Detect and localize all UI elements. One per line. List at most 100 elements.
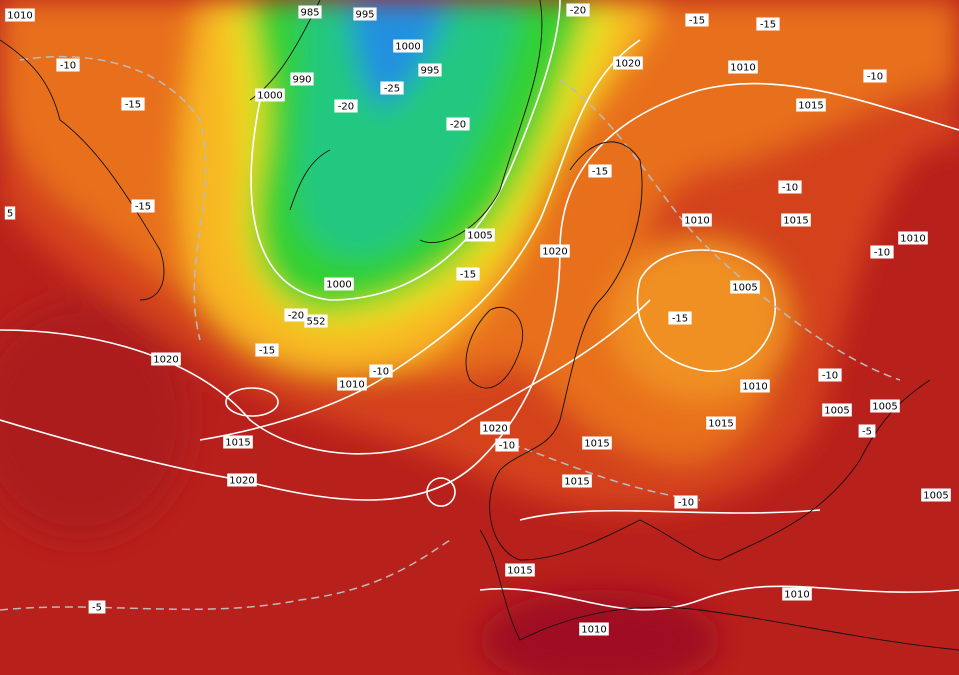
label-box bbox=[562, 474, 592, 488]
contour-label: -10 bbox=[867, 72, 883, 83]
label-box bbox=[685, 13, 709, 27]
isotherm bbox=[499, 439, 701, 501]
coastline bbox=[0, 39, 165, 301]
label-box bbox=[290, 72, 314, 86]
label-box bbox=[380, 81, 404, 95]
contour-label: -15 bbox=[135, 202, 151, 213]
isobar bbox=[479, 585, 959, 611]
contour-label: 1020 bbox=[229, 476, 254, 487]
isobar bbox=[199, 39, 641, 441]
label-box bbox=[369, 364, 393, 378]
contour-label: -15 bbox=[689, 16, 705, 27]
label-box bbox=[227, 473, 257, 487]
label-box bbox=[782, 587, 812, 601]
contour-label: -25 bbox=[384, 84, 400, 95]
label-box bbox=[870, 399, 900, 413]
contour-label: 1020 bbox=[615, 59, 640, 70]
contour-label: 1010 bbox=[784, 590, 809, 601]
contour-label: -20 bbox=[570, 6, 586, 17]
label-box bbox=[728, 60, 758, 74]
contour-label: 1000 bbox=[257, 91, 282, 102]
isobar bbox=[519, 509, 821, 521]
contour-label: -10 bbox=[678, 498, 694, 509]
label-box bbox=[579, 622, 609, 636]
contour-labels: 1010 985 995 -20 -15 -15 1000 990 995 1020 1010 -10… bbox=[4, 3, 951, 636]
contour-label: 1015 bbox=[584, 439, 609, 450]
label-box bbox=[223, 435, 253, 449]
contour-label: 1015 bbox=[798, 101, 823, 112]
contour-label: -10 bbox=[499, 441, 515, 452]
label-box bbox=[5, 8, 35, 22]
contour-label: -15 bbox=[125, 100, 141, 111]
contour-label: -15 bbox=[672, 314, 688, 325]
label-box bbox=[334, 99, 358, 113]
contour-label: 1020 bbox=[482, 424, 507, 435]
isotherm bbox=[0, 539, 451, 611]
label-box bbox=[756, 17, 780, 31]
contour-label: 985 bbox=[300, 8, 319, 19]
label-box bbox=[255, 88, 285, 102]
contour-label: 1000 bbox=[326, 280, 351, 291]
label-box bbox=[778, 180, 802, 194]
contour-label: -15 bbox=[460, 270, 476, 281]
contour-label: 995 bbox=[420, 66, 439, 77]
contour-label: -15 bbox=[259, 346, 275, 357]
contour-label: 1010 bbox=[581, 625, 606, 636]
zone-teal bbox=[297, 0, 520, 259]
label-box bbox=[4, 206, 16, 220]
zone-blue bbox=[350, 0, 450, 110]
label-box bbox=[121, 97, 145, 111]
contour-label: 1015 bbox=[783, 216, 808, 227]
label-box bbox=[131, 199, 155, 213]
contour-label: 1015 bbox=[507, 566, 532, 577]
contour-label: 1010 bbox=[339, 380, 364, 391]
contour-label: -20 bbox=[338, 102, 354, 113]
label-box bbox=[706, 416, 736, 430]
label-box bbox=[858, 424, 876, 438]
label-box bbox=[898, 231, 928, 245]
label-box bbox=[781, 213, 811, 227]
isobar bbox=[636, 249, 776, 373]
contour-label: 1015 bbox=[708, 419, 733, 430]
isobar bbox=[225, 387, 279, 417]
label-box bbox=[56, 58, 80, 72]
label-box bbox=[730, 280, 760, 294]
contour-label: 1010 bbox=[900, 234, 925, 245]
contour-label: 995 bbox=[355, 10, 374, 21]
label-box bbox=[304, 314, 328, 328]
label-box bbox=[324, 277, 354, 291]
zone-orange-east bbox=[610, 240, 790, 400]
label-box bbox=[818, 368, 842, 382]
label-box bbox=[505, 563, 535, 577]
label-box bbox=[353, 7, 377, 21]
contour-label: -20 bbox=[450, 120, 466, 131]
label-box bbox=[446, 117, 470, 131]
coastline bbox=[465, 306, 524, 389]
isotherm bbox=[19, 55, 207, 341]
contour-label: -10 bbox=[874, 248, 890, 259]
isobar bbox=[0, 82, 959, 501]
label-box bbox=[668, 311, 692, 325]
contour-label: 1010 bbox=[730, 63, 755, 74]
label-box bbox=[540, 244, 570, 258]
label-box bbox=[465, 228, 495, 242]
label-box bbox=[740, 379, 770, 393]
contour-label: -10 bbox=[373, 367, 389, 378]
contour-label: 1005 bbox=[923, 491, 948, 502]
zone-red-west bbox=[0, 300, 190, 540]
label-box bbox=[337, 377, 367, 391]
label-box bbox=[88, 600, 106, 614]
isotherms bbox=[0, 55, 901, 611]
contour-label: 1010 bbox=[684, 216, 709, 227]
contour-label: -10 bbox=[60, 61, 76, 72]
contour-label: 1005 bbox=[824, 406, 849, 417]
contour-label: 5 bbox=[7, 209, 13, 220]
label-box bbox=[921, 488, 951, 502]
label-box bbox=[613, 56, 643, 70]
label-box bbox=[822, 403, 852, 417]
label-box bbox=[588, 164, 612, 178]
label-box bbox=[298, 5, 322, 19]
contour-label: 1010 bbox=[742, 382, 767, 393]
